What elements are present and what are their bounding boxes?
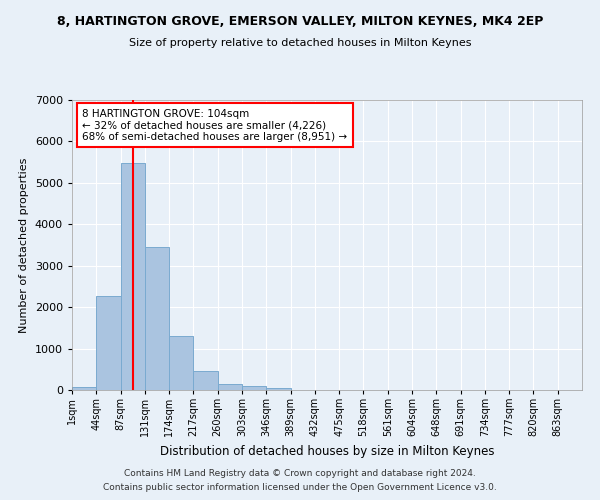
Bar	[266, 388, 290, 390]
X-axis label: Distribution of detached houses by size in Milton Keynes: Distribution of detached houses by size …	[160, 445, 494, 458]
Bar	[96, 296, 121, 390]
Bar	[145, 247, 169, 390]
Text: Size of property relative to detached houses in Milton Keynes: Size of property relative to detached ho…	[129, 38, 471, 48]
Text: Contains HM Land Registry data © Crown copyright and database right 2024.: Contains HM Land Registry data © Crown c…	[124, 468, 476, 477]
Y-axis label: Number of detached properties: Number of detached properties	[19, 158, 29, 332]
Bar	[193, 370, 218, 390]
Bar	[121, 163, 145, 390]
Bar	[218, 384, 242, 390]
Text: 8, HARTINGTON GROVE, EMERSON VALLEY, MILTON KEYNES, MK4 2EP: 8, HARTINGTON GROVE, EMERSON VALLEY, MIL…	[57, 15, 543, 28]
Bar	[169, 336, 193, 390]
Text: 8 HARTINGTON GROVE: 104sqm
← 32% of detached houses are smaller (4,226)
68% of s: 8 HARTINGTON GROVE: 104sqm ← 32% of deta…	[82, 108, 347, 142]
Bar	[72, 387, 96, 390]
Text: Contains public sector information licensed under the Open Government Licence v3: Contains public sector information licen…	[103, 484, 497, 492]
Bar	[242, 386, 266, 390]
